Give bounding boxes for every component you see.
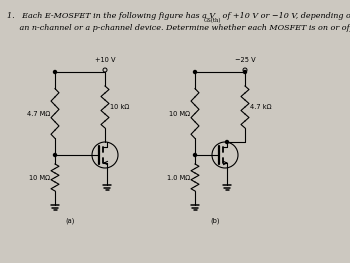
Text: 1.0 MΩ: 1.0 MΩ <box>167 174 190 180</box>
Text: an n-channel or a p-channel device. Determine whether each MOSFET is on or off.: an n-channel or a p-channel device. Dete… <box>7 24 350 32</box>
Circle shape <box>225 140 229 144</box>
Text: 10 MΩ: 10 MΩ <box>169 110 190 117</box>
Circle shape <box>54 70 56 73</box>
Text: 10 kΩ: 10 kΩ <box>110 104 129 110</box>
Circle shape <box>54 154 56 156</box>
Circle shape <box>194 70 196 73</box>
Circle shape <box>194 154 196 156</box>
Text: +10 V: +10 V <box>95 57 115 63</box>
Text: 10 MΩ: 10 MΩ <box>29 174 50 180</box>
Circle shape <box>244 70 246 73</box>
Text: (b): (b) <box>210 217 220 224</box>
Text: 4.7 kΩ: 4.7 kΩ <box>250 104 272 110</box>
Text: 1.   Each E-MOSFET in the following figure has a V: 1. Each E-MOSFET in the following figure… <box>7 12 215 20</box>
Text: 4.7 MΩ: 4.7 MΩ <box>27 110 50 117</box>
Text: −25 V: −25 V <box>235 57 255 63</box>
Text: of +10 V or −10 V, depending on whether it is: of +10 V or −10 V, depending on whether … <box>220 12 350 20</box>
Text: GS(th): GS(th) <box>204 18 222 23</box>
Text: (a): (a) <box>65 217 75 224</box>
